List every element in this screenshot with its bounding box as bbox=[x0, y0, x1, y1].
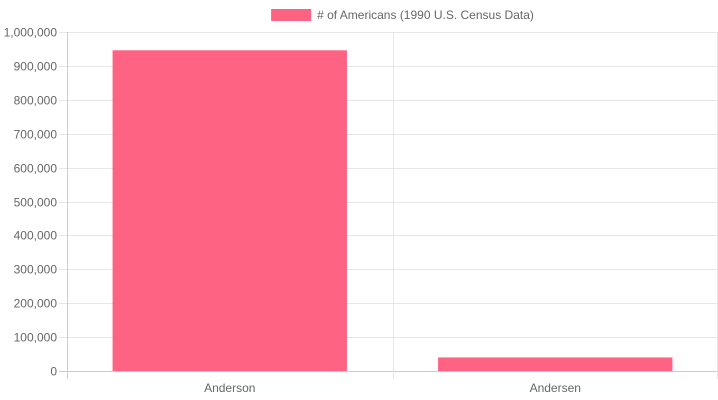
y-tick-label: 700,000 bbox=[14, 128, 58, 142]
bar-andersen[interactable] bbox=[438, 357, 673, 371]
x-tick-label: Andersen bbox=[530, 381, 581, 395]
y-tick-label: 0 bbox=[50, 365, 57, 379]
y-tick-label: 200,000 bbox=[14, 297, 58, 311]
y-tick-label: 500,000 bbox=[14, 196, 58, 210]
legend-swatch bbox=[271, 9, 312, 21]
legend-label: # of Americans (1990 U.S. Census Data) bbox=[317, 8, 534, 22]
y-tick-label: 800,000 bbox=[14, 94, 58, 108]
bars bbox=[112, 50, 673, 371]
x-axis-ticks: Anderson Andersen bbox=[204, 381, 581, 395]
y-tick-label: 400,000 bbox=[14, 229, 58, 243]
y-tick-label: 300,000 bbox=[14, 263, 58, 277]
legend[interactable]: # of Americans (1990 U.S. Census Data) bbox=[271, 8, 534, 22]
y-tick-label: 900,000 bbox=[14, 60, 58, 74]
y-tick-label: 1,000,000 bbox=[4, 26, 58, 40]
y-axis-ticks: 0 100,000 200,000 300,000 400,000 500,000 600,… bbox=[4, 26, 58, 379]
x-tick-label: Anderson bbox=[204, 381, 255, 395]
y-tick-label: 100,000 bbox=[14, 331, 58, 345]
y-tick-label: 600,000 bbox=[14, 162, 58, 176]
bar-anderson[interactable] bbox=[112, 50, 347, 371]
